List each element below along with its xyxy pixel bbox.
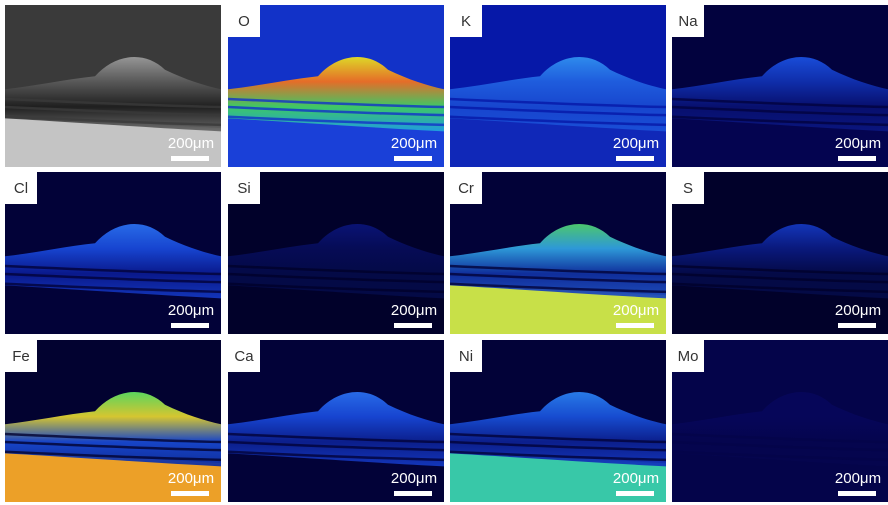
scale-bar-label: 200μm bbox=[613, 470, 659, 487]
element-label: Fe bbox=[12, 348, 30, 365]
element-label: Ca bbox=[234, 348, 254, 365]
scale-bar bbox=[838, 323, 876, 328]
scale-bar-label: 200μm bbox=[835, 470, 881, 487]
scale-bar-label: 200μm bbox=[613, 302, 659, 319]
scale-bar bbox=[171, 156, 209, 161]
map-panel: O 200μm bbox=[228, 5, 444, 167]
scale-bar bbox=[616, 156, 654, 161]
scale-bar-label: 200μm bbox=[168, 302, 214, 319]
scale-bar-label: 200μm bbox=[391, 135, 437, 152]
map-panel: Cl 200μm bbox=[5, 172, 221, 334]
map-panel: K 200μm bbox=[450, 5, 666, 167]
map-panel: Si 200μm bbox=[228, 172, 444, 334]
element-label: Mo bbox=[678, 348, 699, 365]
scale-bar bbox=[838, 156, 876, 161]
scale-bar-label: 200μm bbox=[168, 135, 214, 152]
scale-bar-label: 200μm bbox=[168, 470, 214, 487]
scale-bar-label: 200μm bbox=[391, 302, 437, 319]
scale-bar bbox=[171, 491, 209, 496]
element-label: Cr bbox=[458, 180, 474, 197]
scale-bar bbox=[616, 491, 654, 496]
element-label: K bbox=[461, 13, 471, 30]
map-panel: Fe 200μm bbox=[5, 340, 221, 502]
scale-bar-label: 200μm bbox=[835, 302, 881, 319]
map-panel: S 200μm bbox=[672, 172, 888, 334]
element-label: Si bbox=[237, 180, 250, 197]
scale-bar bbox=[394, 323, 432, 328]
map-panel: 200μm bbox=[5, 5, 221, 167]
element-label: S bbox=[683, 180, 693, 197]
scale-bar bbox=[171, 323, 209, 328]
map-panel: Mo 200μm bbox=[672, 340, 888, 502]
scale-bar-label: 200μm bbox=[391, 470, 437, 487]
eds-map-figure: 200μmO200μmK200μmNa200μmCl200μmSi200μmCr… bbox=[0, 0, 888, 505]
scale-bar bbox=[838, 491, 876, 496]
map-panel: Cr 200μm bbox=[450, 172, 666, 334]
map-panel: Ni 200μm bbox=[450, 340, 666, 502]
scale-bar bbox=[394, 491, 432, 496]
scale-bar bbox=[394, 156, 432, 161]
element-label: O bbox=[238, 13, 250, 30]
element-label: Cl bbox=[14, 180, 28, 197]
map-panel: Na 200μm bbox=[672, 5, 888, 167]
scale-bar-label: 200μm bbox=[835, 135, 881, 152]
element-label: Na bbox=[678, 13, 698, 30]
scale-bar-label: 200μm bbox=[613, 135, 659, 152]
map-panel: Ca 200μm bbox=[228, 340, 444, 502]
element-label: Ni bbox=[459, 348, 473, 365]
scale-bar bbox=[616, 323, 654, 328]
